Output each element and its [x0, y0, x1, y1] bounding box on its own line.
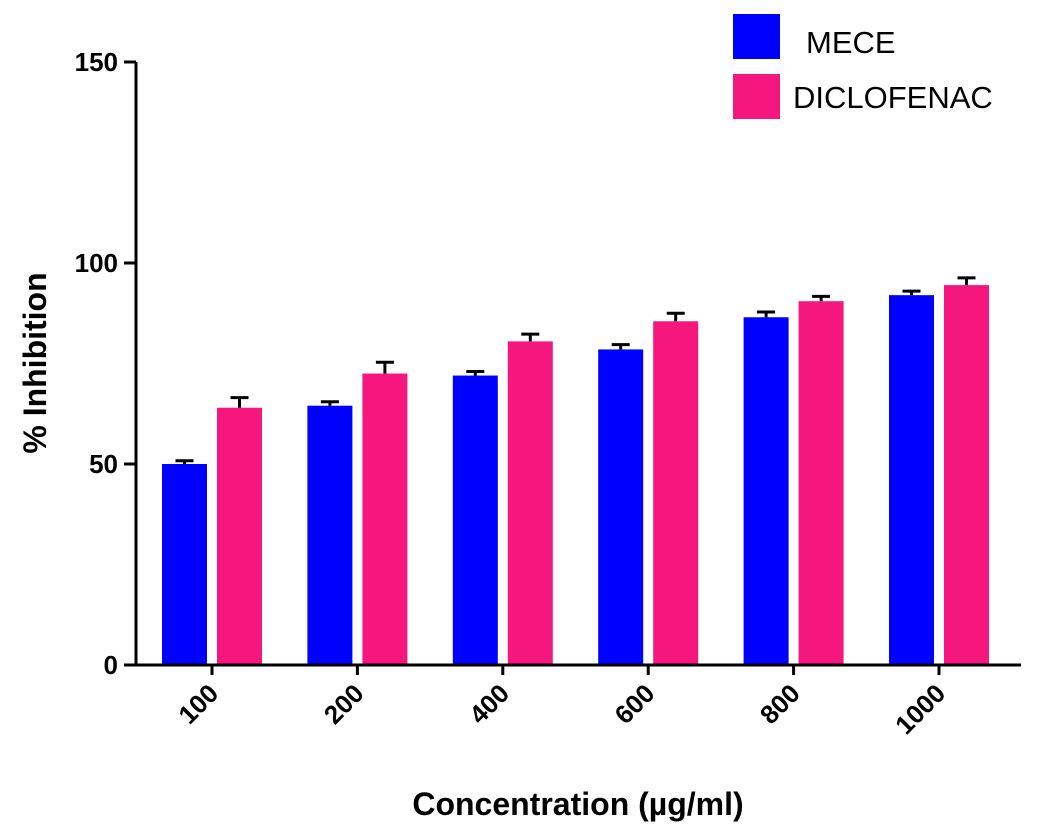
legend-swatch-mece [733, 14, 780, 59]
bar-diclofenac-1000 [944, 285, 989, 665]
bar-mece-400 [452, 375, 498, 665]
bars-layer [162, 285, 989, 665]
bar-mece-1000 [889, 295, 934, 665]
legend: MECE DICLOFENAC [733, 14, 993, 119]
bar-mece-200 [307, 405, 353, 665]
x-tick-label: 800 [754, 678, 806, 730]
bar-diclofenac-100 [217, 407, 262, 665]
bar-mece-800 [743, 317, 789, 665]
bar-diclofenac-800 [798, 301, 844, 665]
axes [134, 62, 1021, 667]
legend-swatch-diclofenac [733, 74, 780, 119]
y-tick-label: 100 [75, 248, 118, 278]
y-tick-label: 50 [89, 449, 118, 479]
bar-diclofenac-200 [362, 373, 408, 665]
error-bars-layer [175, 276, 976, 464]
bar-mece-100 [162, 464, 207, 665]
y-tick-label: 0 [104, 650, 118, 680]
legend-label-mece: MECE [806, 25, 896, 60]
x-tick-label: 400 [463, 678, 515, 730]
y-tick-label: 150 [75, 47, 118, 77]
x-ticks: 100 200 400 600 800 1000 [172, 665, 951, 740]
x-tick-label: 600 [609, 678, 661, 730]
x-axis-title: Concentration (µg/ml) [412, 786, 743, 822]
x-tick-label: 100 [172, 678, 224, 730]
x-tick-label: 200 [318, 678, 370, 730]
y-ticks: 0 50 100 150 [75, 47, 136, 680]
y-axis-title: % Inhibition [17, 272, 53, 453]
x-tick-label: 1000 [889, 678, 951, 740]
bar-mece-600 [598, 349, 644, 665]
bar-diclofenac-400 [507, 341, 553, 665]
bar-diclofenac-600 [653, 321, 699, 665]
legend-label-diclofenac: DICLOFENAC [793, 80, 993, 115]
